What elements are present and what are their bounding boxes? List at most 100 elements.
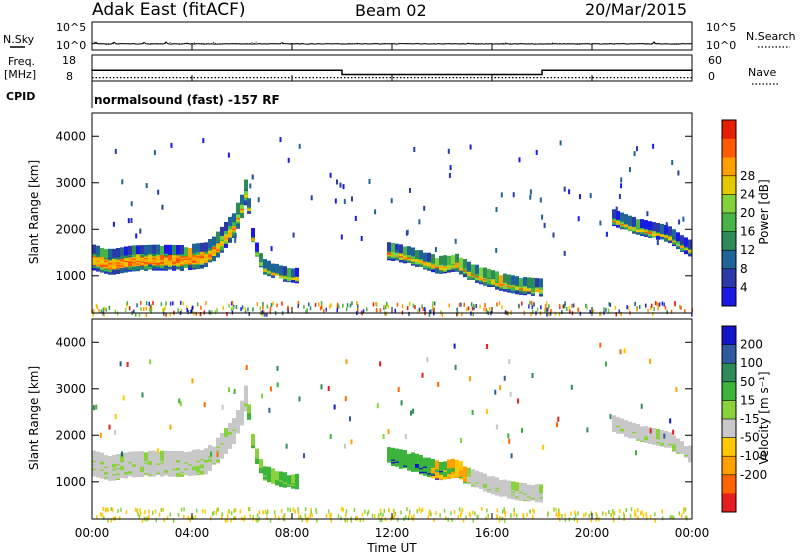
scatter-cell: [605, 307, 607, 312]
scatter-cell: [558, 517, 561, 522]
scatter-cell: [222, 305, 225, 310]
scatter-cell: [372, 302, 375, 307]
scatter-cell: [496, 508, 499, 513]
scatter-cell: [657, 306, 659, 311]
scatter-cell: [531, 300, 533, 305]
scatter-cell: [342, 507, 344, 512]
isolated-cell: [234, 237, 237, 243]
isolated-cell: [605, 231, 608, 237]
scatter-cell: [366, 307, 368, 312]
echo-cell: [212, 446, 216, 456]
isolated-cell: [510, 453, 513, 459]
scatter-cell: [269, 310, 272, 315]
echo-cell: [247, 404, 251, 414]
scatter-cell: [310, 507, 312, 512]
scatter-cell: [345, 307, 348, 312]
scatter-cell: [460, 510, 463, 515]
scatter-cell: [563, 304, 565, 309]
freq-label-line1: Freq.: [8, 55, 35, 68]
echo-cell: [616, 210, 620, 220]
echo-cell: [387, 447, 391, 457]
colorbar-tick-label: 16: [740, 225, 755, 239]
echo-cell: [172, 450, 176, 460]
scatter-cell: [104, 508, 107, 513]
scatter-cell: [654, 518, 656, 523]
scatter-cell: [362, 309, 365, 314]
echo-cell: [148, 251, 152, 261]
echo-cell: [287, 475, 291, 485]
scatter-cell: [337, 513, 340, 518]
isolated-cell: [508, 359, 511, 364]
echo-cell: [192, 243, 196, 253]
scatter-cell: [401, 304, 404, 309]
scatter-cell: [149, 305, 152, 310]
isolated-cell: [555, 422, 558, 428]
nave-tick-bottom: 0: [708, 70, 715, 83]
scatter-cell: [149, 307, 151, 312]
isolated-cell: [678, 219, 681, 225]
scatter-cell: [380, 518, 383, 523]
scatter-cell: [256, 513, 259, 518]
nave-label: Nave: [748, 66, 776, 79]
echo-cell: [216, 437, 220, 447]
scatter-cell: [278, 516, 280, 521]
scatter-cell: [577, 511, 579, 516]
scatter-cell: [536, 307, 539, 312]
scatter-cell: [408, 311, 410, 316]
echo-cell: [192, 449, 196, 459]
echo-cell: [152, 450, 156, 460]
y-tick-label: 3000: [55, 382, 86, 396]
echo-cell: [411, 452, 415, 462]
echo-cell: [475, 264, 479, 274]
echo-cell: [124, 246, 128, 256]
scatter-cell: [269, 306, 272, 311]
scatter-cell: [180, 300, 182, 305]
echo-cell: [479, 267, 483, 277]
scatter-cell: [472, 312, 474, 317]
scatter-cell: [379, 308, 382, 313]
isolated-cell: [108, 424, 111, 430]
scatter-cell: [226, 518, 228, 523]
scatter-cell: [540, 305, 542, 310]
echo-cell: [531, 485, 535, 495]
isolated-cell: [629, 167, 631, 173]
echo-cell: [628, 421, 632, 431]
scatter-cell: [555, 512, 558, 517]
echo-cell: [267, 260, 271, 270]
scatter-cell: [441, 312, 444, 317]
scatter-cell: [192, 305, 194, 310]
x-tick-label: 08:00: [275, 526, 310, 540]
isolated-cell: [542, 444, 545, 450]
echo-cell: [295, 473, 299, 483]
scatter-cell: [118, 516, 121, 520]
scatter-cell: [134, 507, 137, 512]
noise-right-tick-bottom: 10^0: [706, 39, 736, 52]
scatter-cell: [221, 512, 223, 517]
scatter-cell: [249, 514, 251, 519]
scatter-cell: [637, 515, 639, 520]
scatter-cell: [345, 509, 348, 514]
isolated-cell: [279, 137, 282, 143]
isolated-cell: [448, 172, 451, 178]
scatter-cell: [330, 303, 332, 308]
scatter-cell: [379, 508, 382, 513]
scatter-cell: [148, 514, 150, 519]
echo-cell: [423, 252, 427, 262]
scatter-cell: [558, 508, 560, 513]
scatter-cell: [269, 518, 272, 523]
isolated-cell: [633, 151, 636, 157]
echo-cell: [184, 451, 188, 461]
scatter-cell: [262, 510, 264, 515]
echo-cell: [112, 248, 116, 258]
scatter-cell: [144, 510, 146, 515]
scatter-cell: [481, 507, 483, 511]
colorbar-segment: [722, 268, 736, 288]
scatter-cell: [136, 303, 138, 308]
isolated-cell: [541, 214, 544, 220]
scatter-cell: [383, 508, 386, 513]
echo-cell: [503, 479, 507, 489]
scatter-cell: [496, 302, 498, 307]
scatter-cell: [420, 509, 422, 513]
scatter-cell: [462, 518, 465, 523]
scatter-cell: [140, 307, 142, 312]
